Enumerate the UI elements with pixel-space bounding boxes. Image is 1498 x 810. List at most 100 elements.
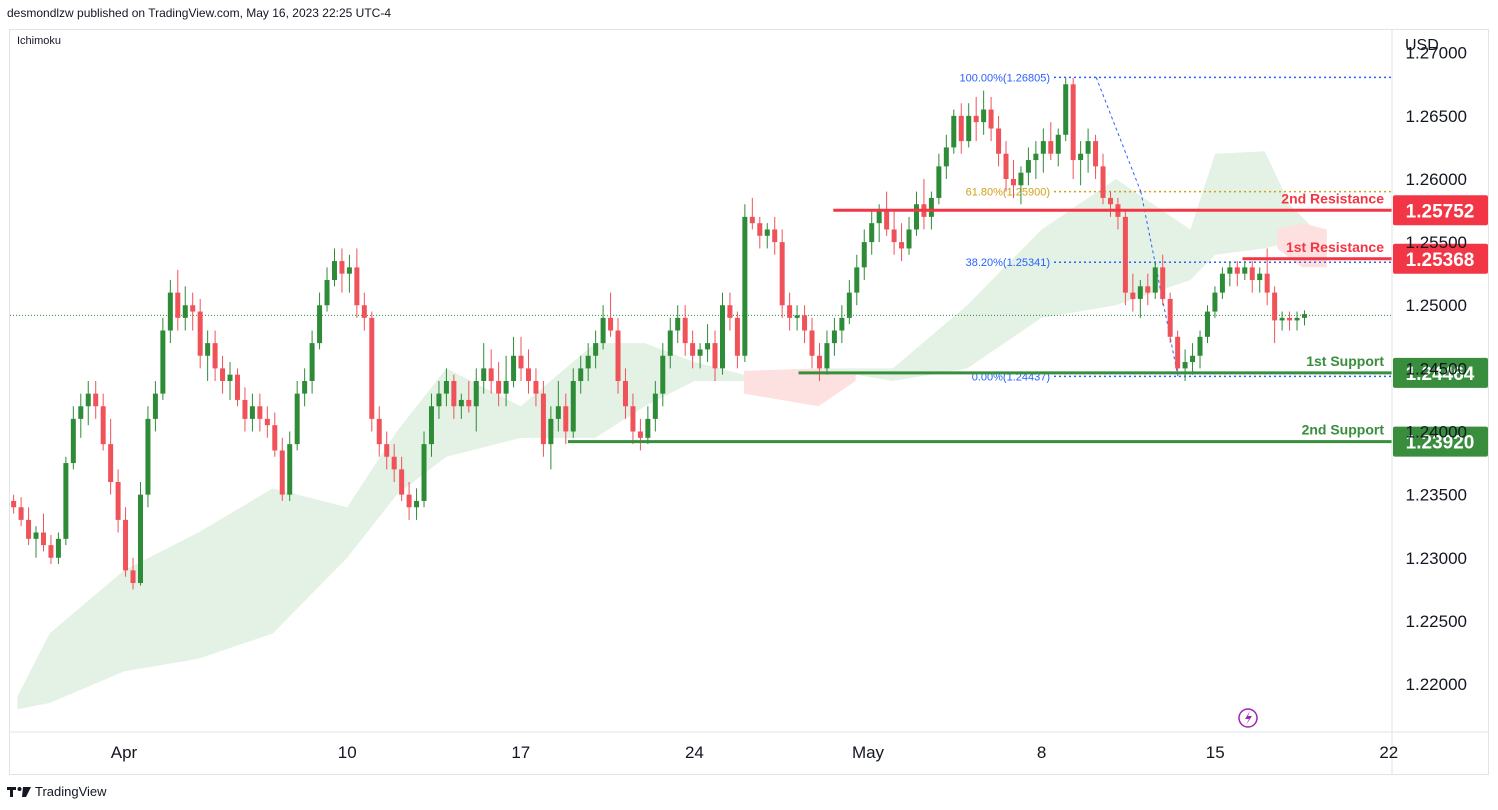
- candle-body: [764, 229, 770, 236]
- candle: [600, 305, 606, 350]
- candle: [123, 507, 129, 577]
- candle-body: [1130, 292, 1136, 299]
- candle: [1070, 77, 1076, 179]
- candle-body: [839, 317, 845, 331]
- candle-body: [40, 532, 46, 546]
- candle-body: [257, 406, 263, 419]
- candle: [869, 210, 875, 255]
- candle: [667, 317, 673, 369]
- x-tick-label: May: [852, 743, 885, 762]
- candle: [988, 96, 994, 142]
- candle-body: [951, 115, 957, 148]
- candle: [615, 317, 621, 394]
- candle: [540, 381, 546, 457]
- price-tag-label: 1.23920: [1406, 433, 1475, 454]
- candle-body: [175, 292, 181, 318]
- time-axis[interactable]: Apr 10 17 24 May 8 15 22: [111, 743, 1398, 762]
- candle-body: [1122, 216, 1128, 293]
- candle-body: [1204, 311, 1210, 337]
- candle-body: [279, 450, 285, 495]
- candle: [787, 292, 793, 331]
- y-tick-label: 1.22500: [1406, 612, 1467, 631]
- candle: [794, 305, 800, 331]
- candle: [936, 153, 942, 205]
- candle: [1234, 261, 1240, 287]
- y-tick-label: 1.26000: [1406, 170, 1467, 189]
- candle-body: [152, 393, 158, 419]
- candle-body: [1190, 355, 1196, 363]
- candle-body: [891, 229, 897, 243]
- candle-body: [600, 317, 606, 344]
- candle: [1107, 191, 1113, 217]
- candle-body: [652, 393, 658, 419]
- candle-body: [622, 381, 628, 407]
- candle-body: [1279, 317, 1285, 321]
- candle: [1122, 210, 1128, 306]
- candle-body: [369, 317, 375, 419]
- bearish-cloud-area: [744, 368, 856, 407]
- candle: [436, 381, 442, 419]
- candle: [1063, 77, 1069, 142]
- candle: [1152, 261, 1158, 299]
- candle-body: [981, 109, 987, 123]
- currency-label: USD: [1405, 37, 1439, 54]
- candle-body: [1272, 292, 1278, 321]
- candle-body: [787, 305, 793, 318]
- candle: [772, 216, 778, 255]
- candle: [1279, 311, 1285, 331]
- candle: [1003, 141, 1009, 192]
- candle-body: [533, 381, 539, 394]
- candle-body: [712, 343, 718, 369]
- candle: [824, 330, 830, 375]
- candle-body: [630, 406, 636, 432]
- candle-body: [719, 305, 725, 369]
- candle-body: [779, 242, 785, 306]
- candle-body: [899, 242, 905, 249]
- candle: [1301, 310, 1307, 326]
- candle: [1018, 166, 1024, 205]
- candle: [1093, 134, 1099, 179]
- candle: [1025, 147, 1031, 186]
- candle: [996, 115, 1002, 167]
- indicator-label: Ichimoku: [17, 35, 62, 47]
- candle: [1242, 261, 1248, 280]
- price-tag-label: 1.25368: [1406, 250, 1475, 271]
- candle: [1212, 286, 1218, 318]
- candle-body: [466, 399, 472, 407]
- chart-frame[interactable]: [9, 29, 1489, 775]
- candle-body: [227, 374, 233, 381]
- candle: [272, 412, 278, 457]
- x-tick-label: 15: [1206, 743, 1225, 762]
- lightning-icon[interactable]: [1238, 708, 1258, 728]
- candle-body: [1287, 317, 1293, 321]
- candle-body: [197, 311, 203, 356]
- fib-trend-line: [1095, 77, 1142, 192]
- candle: [152, 381, 158, 432]
- candle: [966, 103, 972, 148]
- candle-body: [794, 315, 800, 318]
- candle: [331, 248, 337, 287]
- candle-body: [428, 406, 434, 445]
- candle: [585, 343, 591, 381]
- candle: [719, 292, 725, 375]
- candle-body: [1234, 267, 1240, 274]
- candle-body: [234, 374, 240, 400]
- candle: [1219, 267, 1225, 299]
- candle-body: [309, 343, 315, 381]
- candle-body: [869, 223, 875, 243]
- candle-body: [85, 393, 91, 407]
- candle: [190, 292, 196, 331]
- y-tick-label: 1.27000: [1406, 44, 1467, 63]
- candle: [406, 482, 412, 520]
- candle: [764, 223, 770, 249]
- support-label: 1st Support: [1306, 353, 1384, 369]
- candle-body: [55, 538, 61, 558]
- candle-body: [973, 115, 979, 123]
- candle: [78, 393, 84, 438]
- candle: [675, 305, 681, 344]
- x-tick-label: 22: [1379, 743, 1398, 762]
- candle-body: [906, 229, 912, 249]
- candle: [391, 444, 397, 483]
